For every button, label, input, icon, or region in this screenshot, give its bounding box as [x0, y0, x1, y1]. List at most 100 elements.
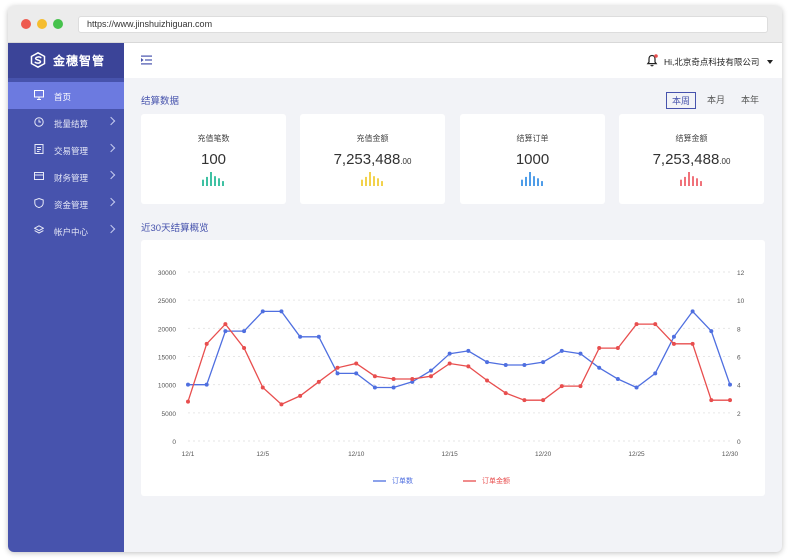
- data-point[interactable]: [391, 385, 396, 390]
- data-point[interactable]: [709, 329, 714, 334]
- maximize-window-button[interactable]: [53, 19, 63, 29]
- series-line: [187, 323, 730, 406]
- sidebar-item-label: 帐户中心: [54, 227, 89, 237]
- data-point[interactable]: [634, 385, 639, 390]
- data-point[interactable]: [447, 351, 452, 356]
- data-point[interactable]: [671, 341, 676, 346]
- data-point[interactable]: [709, 398, 714, 403]
- legend-label[interactable]: 订单数: [392, 476, 413, 485]
- data-point[interactable]: [354, 361, 359, 366]
- data-point[interactable]: [653, 322, 658, 327]
- data-point[interactable]: [634, 322, 639, 327]
- y-right-tick-label: 6: [737, 355, 741, 362]
- data-point[interactable]: [316, 334, 321, 339]
- data-point[interactable]: [335, 371, 340, 376]
- x-tick-label: 12/5: [256, 451, 269, 458]
- data-point[interactable]: [372, 385, 377, 390]
- logo-icon: [30, 52, 46, 68]
- collapse-menu-icon[interactable]: [141, 55, 152, 65]
- data-point[interactable]: [279, 309, 284, 314]
- sidebar-item-label: 财务管理: [54, 173, 89, 183]
- data-point[interactable]: [410, 379, 415, 384]
- data-point[interactable]: [615, 346, 620, 351]
- data-point[interactable]: [242, 346, 247, 351]
- data-point[interactable]: [690, 309, 695, 314]
- data-point[interactable]: [503, 362, 508, 367]
- data-point[interactable]: [522, 398, 527, 403]
- data-point[interactable]: [466, 348, 471, 353]
- sidebar-item[interactable]: 交易管理: [8, 136, 124, 163]
- monitor-icon: [34, 90, 44, 100]
- data-point[interactable]: [671, 334, 676, 339]
- legend-label[interactable]: 订单金额: [482, 476, 510, 485]
- data-point[interactable]: [316, 379, 321, 384]
- data-point[interactable]: [204, 341, 209, 346]
- app-logo[interactable]: 金穗智管: [8, 43, 124, 78]
- data-point[interactable]: [541, 360, 546, 365]
- chevron-right-icon: [106, 197, 116, 207]
- data-point[interactable]: [391, 377, 396, 382]
- data-point[interactable]: [597, 346, 602, 351]
- data-point[interactable]: [204, 382, 209, 387]
- data-point[interactable]: [578, 384, 583, 389]
- sidebar-item[interactable]: 财务管理: [8, 163, 124, 190]
- data-point[interactable]: [242, 329, 247, 334]
- data-point[interactable]: [578, 351, 583, 356]
- overview-title: 近30天结算概览: [141, 223, 209, 234]
- y-left-tick-label: 10000: [158, 383, 176, 390]
- data-point[interactable]: [503, 391, 508, 396]
- data-point[interactable]: [410, 377, 415, 382]
- data-point[interactable]: [559, 384, 564, 389]
- stat-card-value-main: 100: [200, 151, 227, 168]
- data-point[interactable]: [597, 365, 602, 370]
- data-point[interactable]: [428, 374, 433, 379]
- data-point[interactable]: [728, 382, 732, 387]
- data-point[interactable]: [223, 329, 228, 334]
- sidebar-item[interactable]: 资金管理: [8, 190, 124, 217]
- stat-card-value: 1000: [460, 151, 605, 168]
- data-point[interactable]: [485, 360, 490, 365]
- data-point[interactable]: [186, 382, 190, 387]
- data-point[interactable]: [223, 322, 228, 327]
- sidebar-item[interactable]: 批量结算: [8, 109, 124, 136]
- data-point[interactable]: [260, 385, 265, 390]
- y-right-tick-label: 2: [737, 411, 741, 418]
- data-point[interactable]: [690, 341, 695, 346]
- address-bar[interactable]: https://www.jinshuizhiguan.com: [78, 16, 768, 33]
- data-point[interactable]: [279, 402, 284, 407]
- data-point[interactable]: [298, 393, 303, 398]
- data-point[interactable]: [354, 371, 359, 376]
- data-point[interactable]: [260, 309, 265, 314]
- stat-card-value-decimal: .00: [400, 157, 412, 166]
- data-point[interactable]: [298, 334, 303, 339]
- card-icon: [34, 171, 44, 181]
- data-point[interactable]: [335, 365, 340, 370]
- tab-period[interactable]: 本月: [706, 95, 725, 105]
- series-line: [188, 310, 731, 389]
- data-point[interactable]: [428, 368, 433, 373]
- minimize-window-button[interactable]: [37, 19, 47, 29]
- data-point[interactable]: [653, 371, 658, 376]
- data-point[interactable]: [522, 362, 527, 367]
- tab-period[interactable]: 本周: [665, 92, 696, 109]
- data-point[interactable]: [186, 399, 190, 404]
- sidebar-item[interactable]: 帐户中心: [8, 217, 124, 244]
- sidebar-item[interactable]: 首页: [8, 82, 124, 109]
- data-point[interactable]: [466, 364, 471, 369]
- user-greeting[interactable]: Hi,北京奇点科技有限公司: [664, 57, 760, 67]
- chevron-down-icon[interactable]: [767, 60, 773, 64]
- bell-icon[interactable]: [646, 54, 658, 67]
- data-point[interactable]: [728, 398, 732, 403]
- data-point[interactable]: [447, 361, 452, 366]
- sparkline-icon: [521, 172, 543, 186]
- data-point[interactable]: [559, 348, 564, 353]
- close-window-button[interactable]: [21, 19, 31, 29]
- stat-card: 充值金额 7,253,488.00: [300, 114, 445, 204]
- data-point[interactable]: [615, 377, 620, 382]
- tab-period[interactable]: 本年: [740, 95, 759, 105]
- data-point[interactable]: [372, 374, 377, 379]
- line-chart: 0 5000 10000 15000 20000 25000 30000 0 2 4 6 8 10 12 1…: [158, 270, 745, 485]
- data-point[interactable]: [485, 378, 490, 383]
- data-point[interactable]: [541, 398, 546, 403]
- y-right-tick-label: 12: [737, 270, 745, 277]
